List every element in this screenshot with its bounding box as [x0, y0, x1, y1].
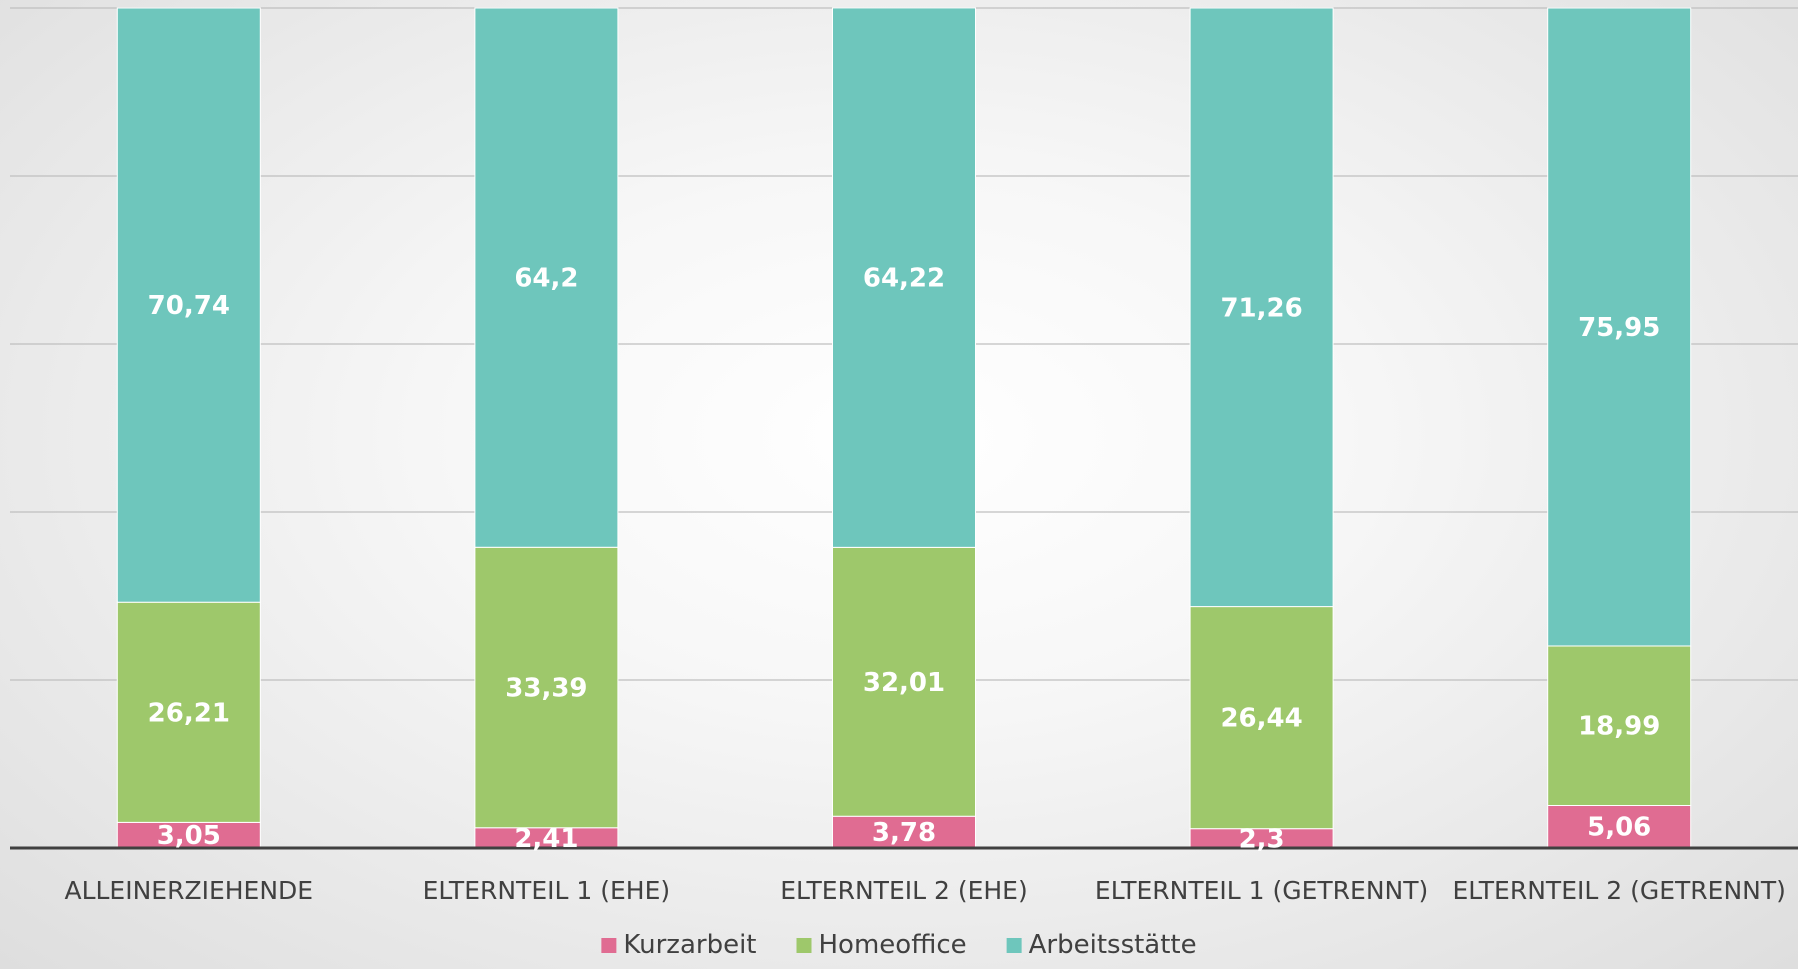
legend-label: Kurzarbeit — [623, 930, 756, 960]
legend-swatch — [1006, 938, 1022, 953]
bar-segment-arbeitsst-tte — [1189, 7, 1334, 608]
legend-swatch — [796, 938, 812, 953]
legend-label: Homeoffice — [819, 930, 967, 960]
category-label: ELTERNTEIL 1 (GETRENNT) — [1095, 876, 1428, 905]
data-label: 3,78 — [872, 818, 936, 848]
data-label: 33,39 — [505, 674, 587, 704]
bar-segment-homeoffice — [474, 546, 619, 829]
data-label: 2,41 — [514, 824, 578, 854]
data-label: 75,95 — [1578, 313, 1660, 343]
category-label: ELTERNTEIL 2 (EHE) — [780, 876, 1028, 905]
bar-segment-homeoffice — [116, 601, 261, 823]
legend-item: Kurzarbeit — [601, 930, 757, 960]
bar-segment-homeoffice — [1189, 606, 1334, 830]
legend-item: Arbeitsstätte — [1006, 930, 1197, 960]
bar-segment-arbeitsst-tte — [116, 7, 261, 603]
legend-label: Arbeitsstätte — [1029, 930, 1197, 960]
bar-segment-arbeitsst-tte — [474, 7, 619, 548]
category-labels: ALLEINERZIEHENDE ELTERNTEIL 1 (EHE) ELTERN… — [64, 876, 1785, 905]
legend: Kurzarbeit Homeoffice Arbeitsstätte — [601, 930, 1197, 960]
data-label: 32,01 — [863, 668, 945, 698]
bar-segment-kurzarbeit — [1547, 804, 1692, 849]
legend-swatch — [601, 938, 617, 953]
bar-segment-kurzarbeit — [116, 821, 261, 849]
data-labels: 3,05 26,21 70,74 2,41 33,39 64,2 3,78 32,01 64,2… — [148, 264, 1661, 855]
data-label: 5,06 — [1587, 813, 1651, 843]
data-label: 26,44 — [1220, 704, 1302, 734]
data-label: 64,2 — [514, 264, 578, 294]
data-label: 26,21 — [148, 698, 230, 728]
bar-segment-arbeitsst-tte — [832, 7, 976, 548]
data-label: 70,74 — [148, 291, 230, 321]
data-label: 71,26 — [1220, 293, 1302, 323]
bar-segment-arbeitsst-tte — [1547, 7, 1692, 647]
legend-item: Homeoffice — [796, 930, 967, 960]
bars — [116, 7, 1692, 849]
data-label: 3,05 — [157, 821, 221, 851]
data-label: 18,99 — [1578, 712, 1660, 742]
category-label: ELTERNTEIL 1 (EHE) — [423, 876, 671, 905]
category-label: ALLEINERZIEHENDE — [64, 876, 313, 905]
category-label: ELTERNTEIL 2 (GETRENNT) — [1453, 876, 1786, 905]
data-label: 2,3 — [1239, 824, 1285, 854]
data-label: 64,22 — [863, 264, 945, 294]
bar-segment-homeoffice — [1547, 645, 1692, 806]
